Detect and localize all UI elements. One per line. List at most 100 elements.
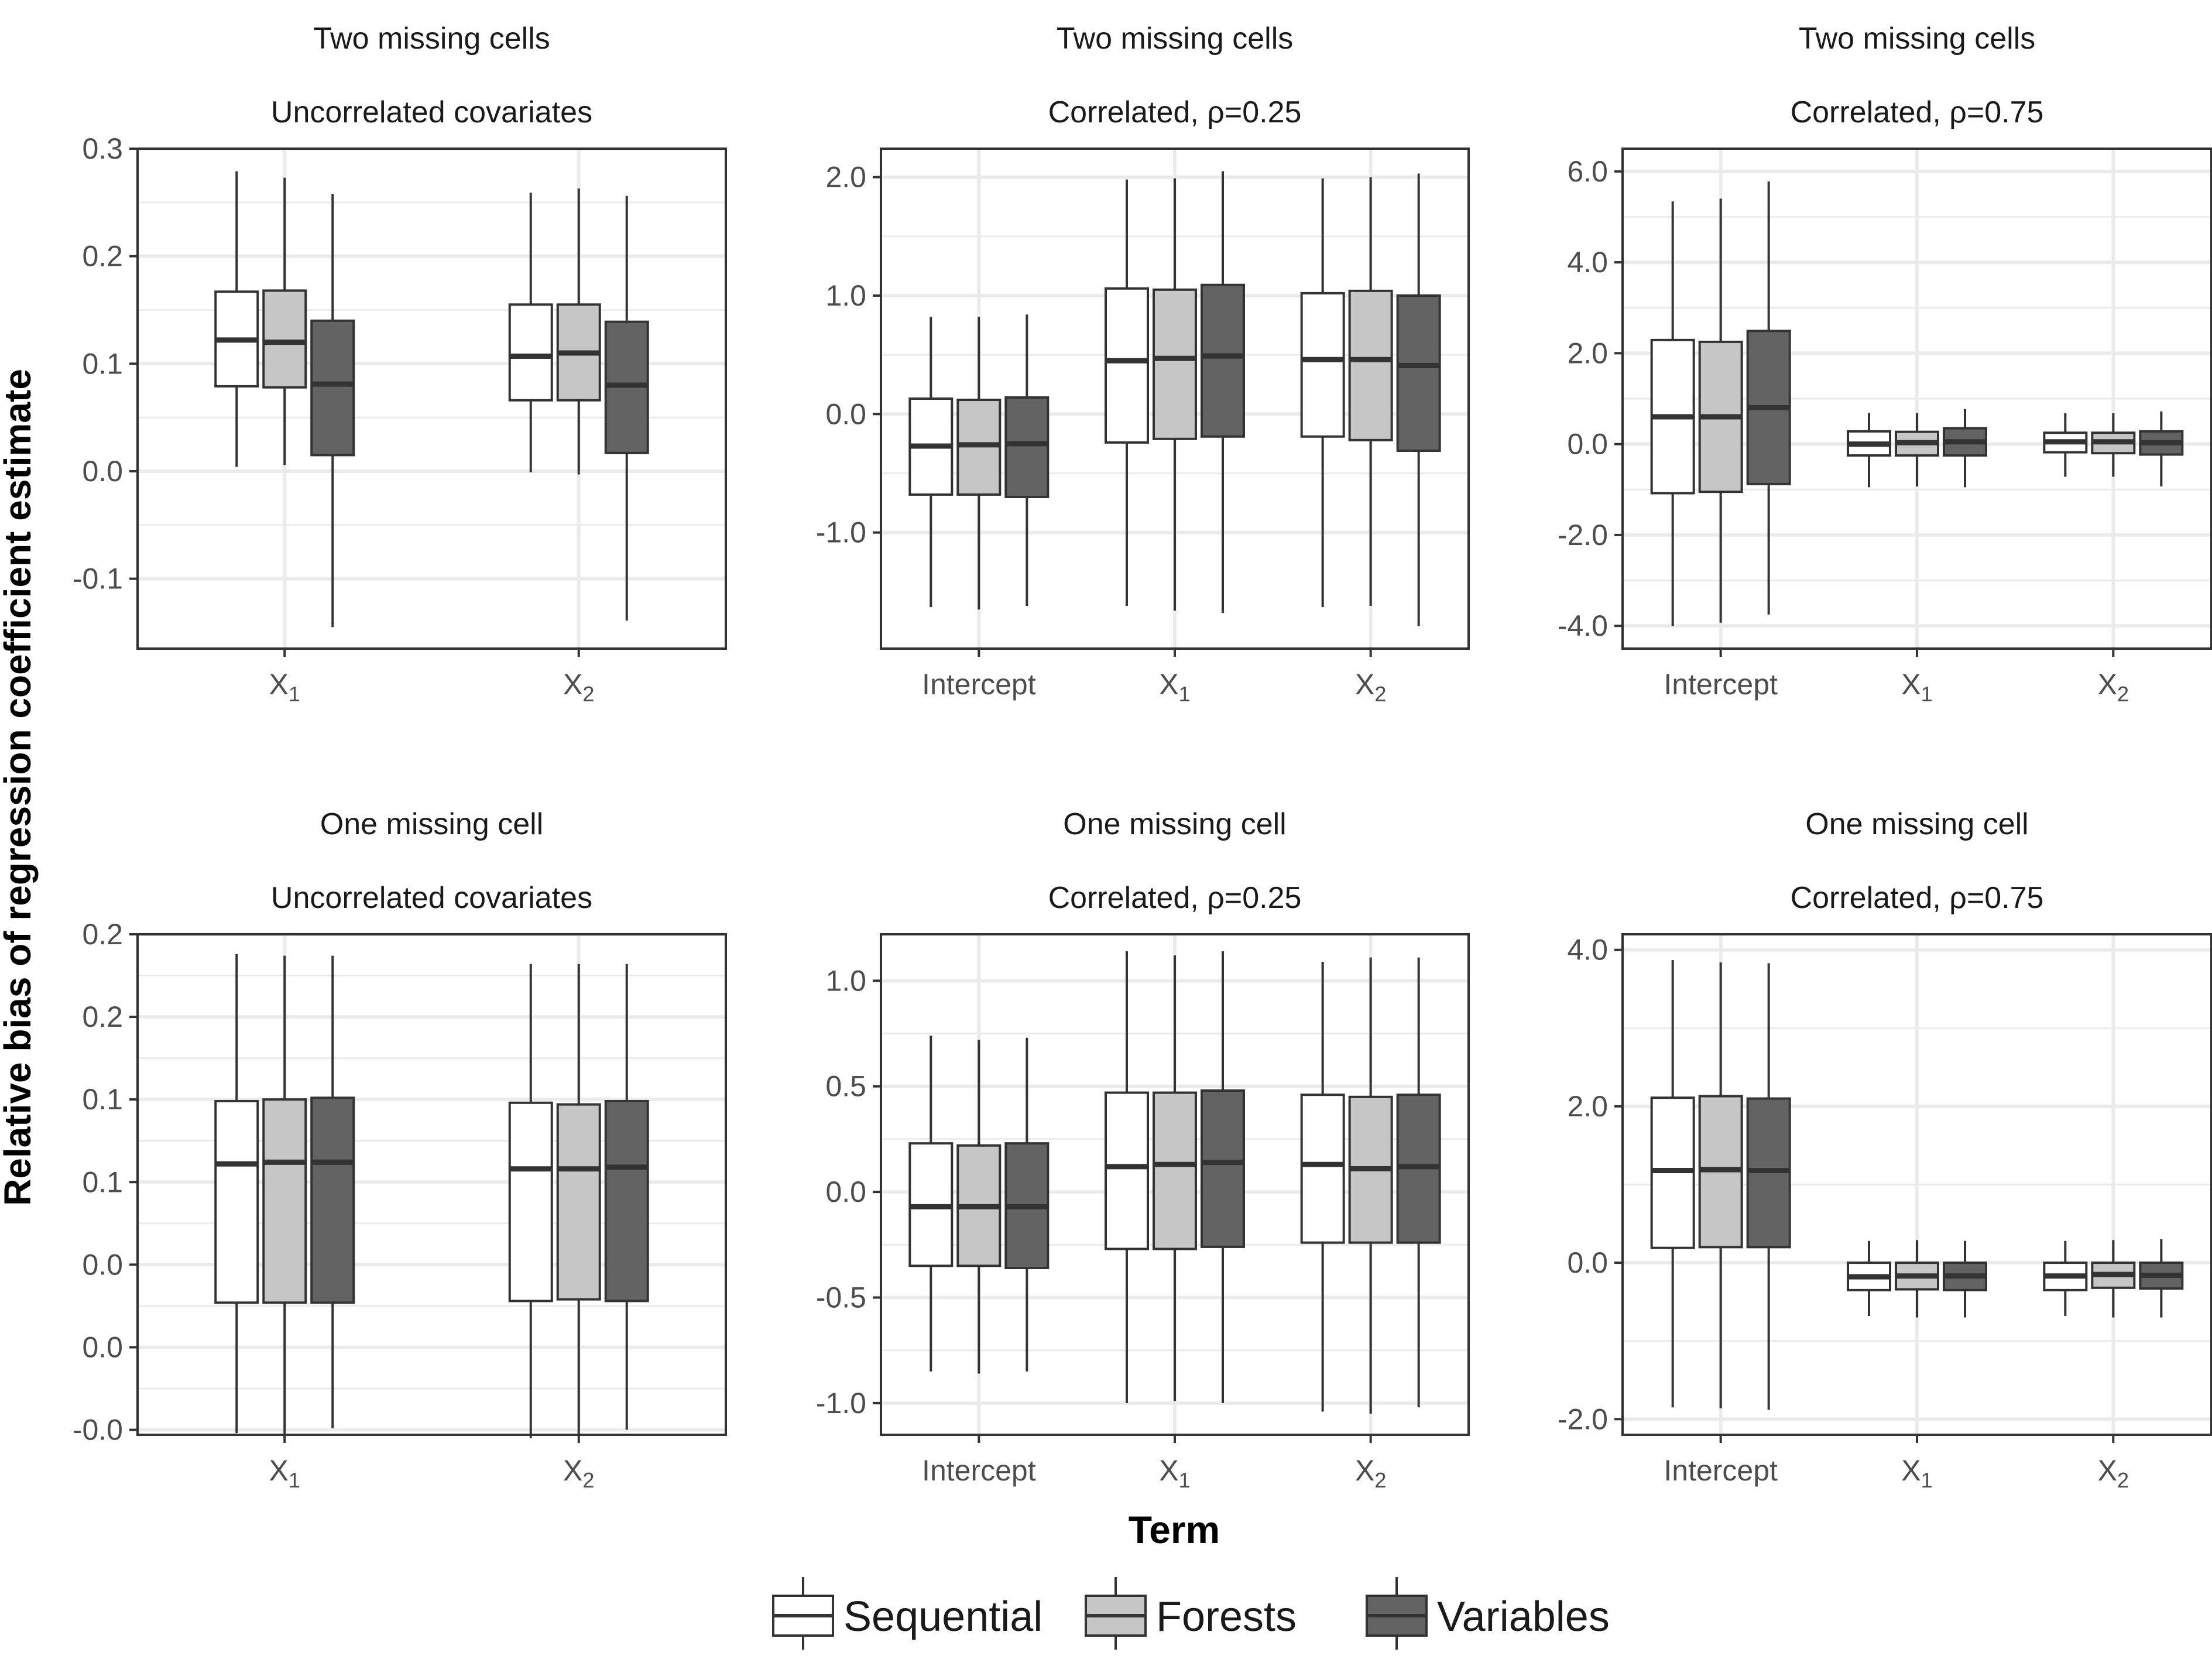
legend-item-sequential: Sequential xyxy=(772,1577,1042,1650)
box-sequential-x1 xyxy=(1105,951,1149,1403)
box-iqr xyxy=(1300,1094,1345,1244)
x-tick-label: X1 xyxy=(1901,668,1932,706)
x-tick-label: X2 xyxy=(563,668,594,706)
box-forests-x2 xyxy=(2091,1240,2136,1318)
box-forests-x2 xyxy=(2091,413,2136,477)
box-variables-x2 xyxy=(604,196,649,621)
y-tick-label: -2.0 xyxy=(1558,1403,1608,1435)
box-sequential-intercept xyxy=(1650,201,1695,626)
legend-item-forests: Forests xyxy=(1085,1577,1297,1650)
box-sequential-x2 xyxy=(2043,1240,2088,1316)
y-tick-label: 1.0 xyxy=(825,964,866,997)
box-sequential-intercept xyxy=(908,317,954,608)
box-sequential-x1 xyxy=(1847,413,1891,488)
panel-subtitle: Correlated, ρ=0.75 xyxy=(1791,95,2044,129)
y-tick-label: 0.0 xyxy=(1567,1246,1608,1279)
y-tick-label: 0.3 xyxy=(82,132,123,165)
y-tick-label: 4.0 xyxy=(1567,934,1608,966)
y-tick-label: 0.2 xyxy=(82,240,123,273)
x-axis-title: Term xyxy=(1129,1508,1220,1551)
box-iqr xyxy=(310,319,355,457)
box-variables-x2 xyxy=(1396,173,1441,626)
y-tick-label: -0.0 xyxy=(73,1414,123,1447)
x-tick-label: Intercept xyxy=(922,1454,1036,1487)
box-variables-x1 xyxy=(1201,171,1245,613)
box-iqr xyxy=(214,1100,259,1304)
panel-title: One missing cell xyxy=(1063,807,1286,841)
x-tick-label: X2 xyxy=(2098,668,2129,706)
box-forests-x2 xyxy=(1348,957,1393,1414)
x-tick-label: X1 xyxy=(1159,668,1190,706)
box-variables-intercept xyxy=(1746,963,1791,1410)
x-tick-label: X2 xyxy=(2098,1454,2129,1492)
panel-5: One missing cell Correlated, ρ=0.25 1.0 0.5… xyxy=(816,807,1470,1492)
box-forests-intercept xyxy=(956,317,1002,610)
y-tick-label: 0.0 xyxy=(82,455,123,488)
x-tick-label: X1 xyxy=(269,1454,300,1492)
y-tick-label: 0.2 xyxy=(82,1000,123,1033)
box-forests-x1 xyxy=(262,955,307,1438)
y-tick-label: -0.5 xyxy=(816,1281,866,1314)
box-forests-x1 xyxy=(1153,178,1197,611)
box-variables-intercept xyxy=(1004,1037,1050,1372)
y-tick-label: 6.0 xyxy=(1567,155,1608,188)
box-iqr xyxy=(1396,294,1441,453)
panel-title: One missing cell xyxy=(320,807,543,841)
x-tick-label: Intercept xyxy=(1664,668,1778,701)
y-tick-label: 4.0 xyxy=(1567,246,1608,279)
panel-1: Two missing cells Uncorrelated covariates… xyxy=(73,22,727,706)
box-iqr xyxy=(1300,292,1345,438)
y-tick-label: 0.1 xyxy=(82,1166,123,1198)
box-sequential-x2 xyxy=(2043,413,2088,477)
y-tick-label: -0.1 xyxy=(73,563,123,595)
box-sequential-x1 xyxy=(1847,1240,1891,1316)
box-iqr xyxy=(1105,287,1149,444)
legend-item-variables: Variables xyxy=(1366,1577,1610,1650)
x-tick-label: X1 xyxy=(269,668,300,706)
y-tick-label: 0.5 xyxy=(825,1070,866,1103)
box-sequential-x2 xyxy=(1300,178,1345,608)
box-variables-x2 xyxy=(1396,957,1441,1408)
box-forests-x1 xyxy=(1895,1240,1939,1318)
y-tick-label: 0.0 xyxy=(825,397,866,430)
box-variables-x1 xyxy=(310,194,355,628)
box-forests-intercept xyxy=(956,1040,1002,1374)
box-iqr xyxy=(1004,396,1050,498)
y-tick-label: 2.0 xyxy=(1567,337,1608,369)
box-variables-x2 xyxy=(2139,411,2184,486)
y-tick-label: 2.0 xyxy=(825,161,866,194)
panel-title: One missing cell xyxy=(1805,807,2028,841)
x-tick-label: Intercept xyxy=(1664,1454,1778,1487)
box-sequential-x2 xyxy=(508,193,553,472)
box-iqr xyxy=(1201,283,1245,438)
legend: Sequential Forests Variables xyxy=(772,1577,1610,1650)
box-variables-x2 xyxy=(2139,1239,2184,1318)
box-variables-x2 xyxy=(604,964,649,1430)
box-sequential-intercept xyxy=(908,1036,954,1372)
panel-3: Two missing cells Correlated, ρ=0.75 6.0 4.… xyxy=(1558,22,2212,706)
box-iqr xyxy=(262,1098,307,1304)
panel-6: One missing cell Correlated, ρ=0.75 4.0 2.0… xyxy=(1558,807,2212,1492)
box-forests-x1 xyxy=(262,177,307,465)
box-forests-x2 xyxy=(556,964,601,1437)
y-tick-label: 0.2 xyxy=(82,918,123,951)
box-iqr xyxy=(1348,289,1393,441)
facet-panels: Two missing cells Uncorrelated covariates… xyxy=(73,22,2212,1492)
box-forests-intercept xyxy=(1698,962,1743,1408)
panel-subtitle: Correlated, ρ=0.75 xyxy=(1791,881,2044,915)
box-iqr xyxy=(1105,1091,1149,1250)
box-iqr xyxy=(508,303,553,402)
panel-subtitle: Correlated, ρ=0.25 xyxy=(1048,881,1302,915)
panel-subtitle: Uncorrelated covariates xyxy=(271,881,592,915)
panel-2: Two missing cells Correlated, ρ=0.25 2.0 1.… xyxy=(816,22,1470,706)
y-tick-label: -4.0 xyxy=(1558,609,1608,642)
box-forests-x2 xyxy=(556,188,601,475)
box-sequential-intercept xyxy=(1650,960,1695,1408)
x-tick-label: X1 xyxy=(1159,1454,1190,1492)
x-tick-label: Intercept xyxy=(922,668,1036,701)
x-tick-label: X2 xyxy=(563,1454,594,1492)
panel-border xyxy=(136,148,727,650)
legend-label: Variables xyxy=(1437,1593,1610,1640)
panel-title: Two missing cells xyxy=(313,22,550,56)
box-iqr xyxy=(508,1101,553,1302)
